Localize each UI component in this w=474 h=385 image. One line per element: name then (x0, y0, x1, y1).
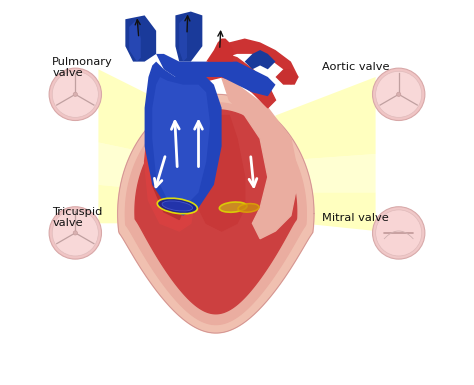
Circle shape (73, 92, 77, 96)
Circle shape (397, 92, 401, 96)
Polygon shape (145, 62, 222, 216)
Polygon shape (135, 110, 297, 314)
Polygon shape (99, 185, 181, 223)
Polygon shape (156, 54, 275, 96)
Circle shape (52, 210, 98, 256)
Polygon shape (275, 69, 299, 85)
Circle shape (73, 231, 77, 235)
Polygon shape (152, 77, 210, 208)
Polygon shape (199, 116, 245, 231)
Ellipse shape (162, 201, 192, 211)
Polygon shape (268, 154, 375, 192)
Polygon shape (245, 50, 275, 69)
Text: Aortic valve: Aortic valve (322, 62, 389, 72)
Ellipse shape (157, 198, 197, 214)
Polygon shape (206, 38, 233, 62)
Polygon shape (99, 142, 181, 192)
Polygon shape (214, 38, 299, 85)
Text: Mitral valve: Mitral valve (322, 213, 389, 223)
Text: Tricuspid
valve: Tricuspid valve (52, 207, 102, 228)
Circle shape (49, 68, 101, 121)
Circle shape (373, 68, 425, 121)
Polygon shape (125, 15, 156, 62)
Circle shape (376, 210, 422, 256)
Polygon shape (129, 19, 141, 62)
Polygon shape (118, 94, 314, 333)
Text: Pulmonary
valve: Pulmonary valve (52, 57, 113, 78)
Polygon shape (222, 77, 299, 239)
Polygon shape (145, 92, 195, 231)
Circle shape (52, 71, 98, 117)
Polygon shape (125, 103, 306, 325)
Polygon shape (152, 104, 187, 219)
Polygon shape (264, 192, 375, 231)
Ellipse shape (238, 204, 259, 212)
Polygon shape (268, 77, 375, 162)
Circle shape (376, 71, 422, 117)
Polygon shape (183, 54, 275, 108)
Polygon shape (99, 69, 172, 158)
Ellipse shape (219, 202, 247, 212)
Polygon shape (179, 15, 187, 62)
Circle shape (373, 207, 425, 259)
Polygon shape (175, 12, 202, 62)
Circle shape (49, 207, 101, 259)
